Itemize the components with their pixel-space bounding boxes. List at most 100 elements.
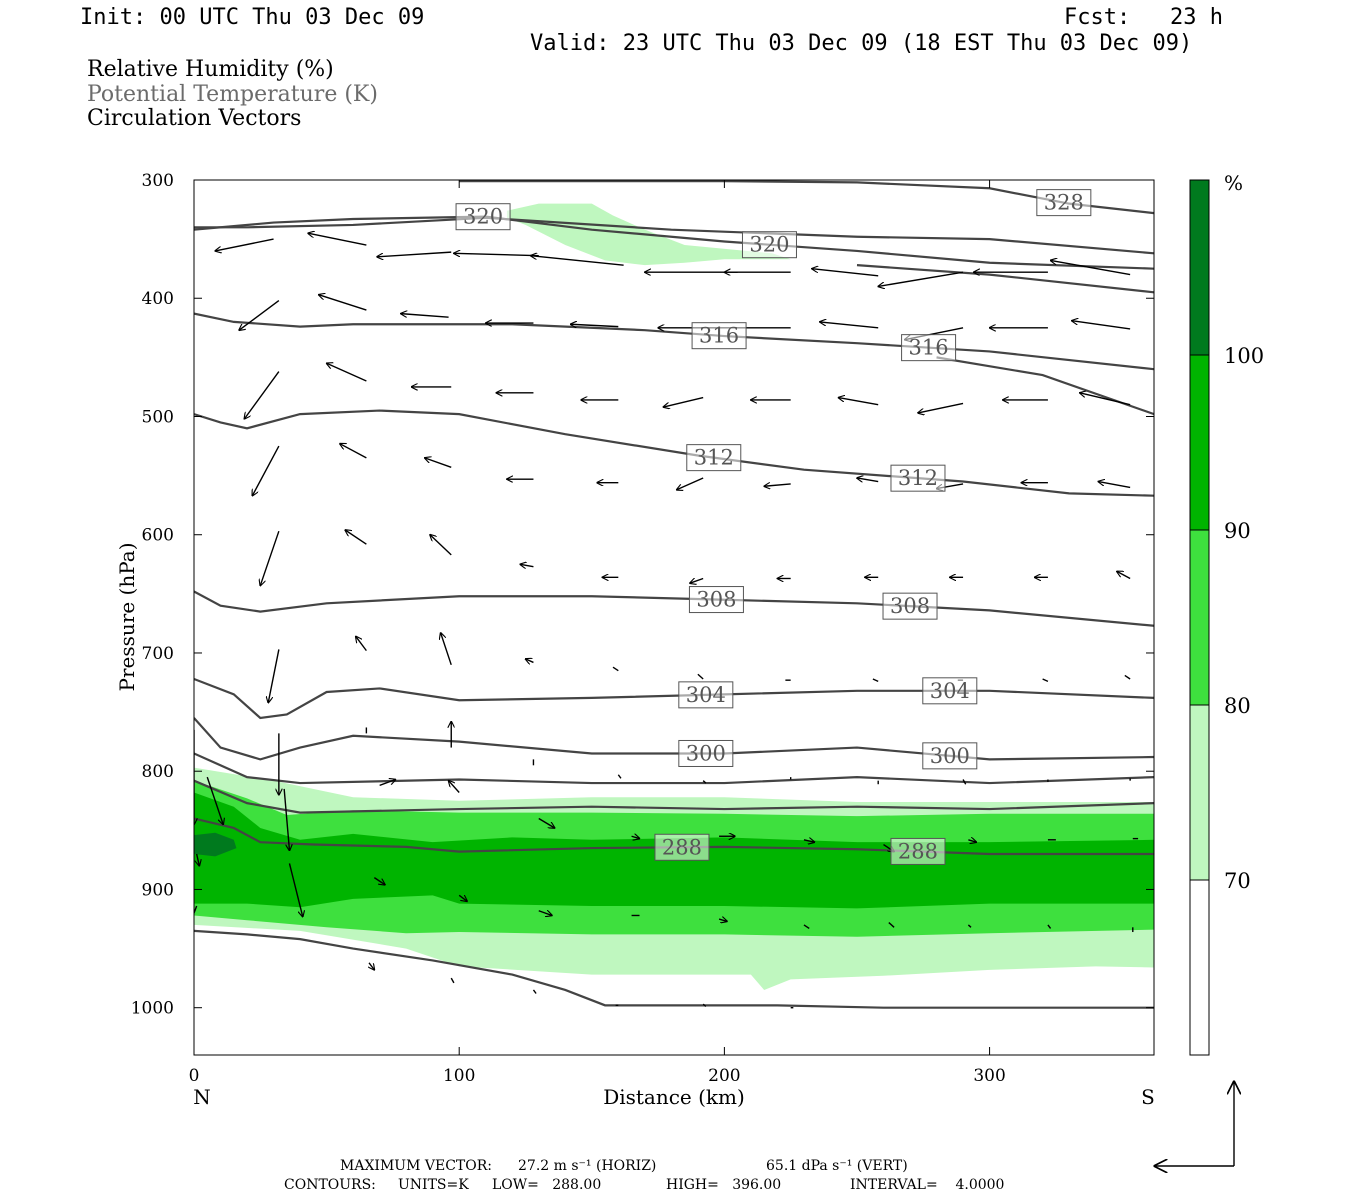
circulation-vector-44 [345,530,367,545]
axes: 300 400 500 600 700 800 900 1000 0 100 200 300 [131,171,1154,1086]
circulation-vector-59 [697,673,704,680]
circulation-vector-58 [612,666,619,672]
contour-label-text-312: 312 [694,446,734,470]
contour-label-text-288: 288 [662,835,702,859]
contours-interval: INTERVAL= 4.0000 [850,1177,1005,1193]
contour-label-300-15: 300 [922,742,978,770]
circulation-vector-0 [215,238,274,251]
circulation-vector-28 [838,398,879,406]
contour-label-304-12: 304 [678,681,734,709]
vector-key [1155,1082,1234,1166]
valid-time: Valid: 23 UTC Thu 03 Dec 09 (18 EST Thu … [530,31,1193,56]
theta-contour-318-4 [856,264,1154,294]
circulation-vector-26 [663,396,704,407]
contours-label: CONTOURS: [284,1177,376,1193]
circulation-vector-43 [260,530,280,585]
circulation-vector-55 [356,636,367,652]
circulation-vector-99 [1047,924,1052,929]
colorbar-tick-70: 70 [1224,869,1251,893]
circulation-vector-48 [690,578,704,583]
contours-high: HIGH= 396.00 [666,1177,782,1193]
colorbar-band-100 [1189,179,1210,356]
circulation-vector-93 [538,911,552,916]
contour-label-text-316: 316 [699,324,739,348]
contour-label-text-320: 320 [749,233,789,257]
y-tick-label-900: 900 [142,880,174,900]
contour-label-text-316: 316 [909,336,949,360]
y-tick-label-600: 600 [142,526,174,546]
circulation-vector-39 [857,478,879,482]
circulation-vector-81 [538,817,555,828]
circulation-vector-95 [718,919,727,921]
theta-contour-320-2 [194,215,1154,270]
circulation-vector-45 [430,535,452,556]
contour-label-text-288: 288 [898,839,938,863]
contour-labels: 328 320 320 316 316 312 312 308 308 304 304 300 300 2… [455,189,1092,865]
y-axis-title: Pressure (hPa) [115,543,139,692]
contour-label-312-9: 312 [890,464,946,492]
circulation-vector-80 [449,781,460,793]
circulation-vector-2 [377,251,452,257]
colorbar-band-60 [1189,879,1210,1056]
circulation-vector-20 [1072,321,1131,330]
max-vector-horiz: 27.2 m s⁻¹ (HORIZ) [518,1158,657,1174]
contour-label-text-308: 308 [890,594,930,618]
contour-label-text-300: 300 [686,741,726,765]
circulation-vector-96 [803,924,810,930]
circulation-vector-106 [702,1003,707,1008]
max-vector-vert: 65.1 dPa s⁻¹ (VERT) [766,1158,908,1174]
north-label: N [193,1085,211,1109]
contour-label-text-312: 312 [898,466,938,490]
contour-label-288-18: 288 [654,833,710,861]
circulation-vector-4 [531,256,624,266]
circulation-vector-61 [872,678,879,682]
x-tick-label-200: 200 [708,1066,740,1086]
circulation-vector-10 [1051,260,1131,276]
rh-band-100-3 [194,832,237,857]
contours-units: UNITS=K [398,1177,469,1193]
circulation-vector-78 [283,788,289,850]
contour-label-316-6: 316 [901,334,957,362]
circulation-vector-32 [252,445,280,496]
init-time: Init: 00 UTC Thu 03 Dec 09 [80,5,425,30]
circulation-vector-84 [803,840,815,842]
circulation-vector-86 [968,840,976,842]
circulation-vector-79 [379,779,396,787]
circulation-vector-73 [962,779,967,785]
circulation-vector-22 [327,363,367,382]
circulation-vector-8 [878,271,964,286]
colorbar-band-90 [1189,354,1210,531]
circulation-vector-89 [197,853,200,866]
circulation-vector-38 [764,484,791,486]
circulation-vector-103 [450,977,455,984]
contour-label-320-2: 320 [741,231,797,259]
humidity-shading [194,203,1154,990]
theta-contour-296-16 [194,752,1154,785]
circulation-vector-13 [401,314,449,318]
circulation-vector-17 [820,322,879,329]
colorbar-tick-100: 100 [1224,344,1264,368]
colorbar-band-70 [1189,704,1210,881]
contour-label-316-5: 316 [691,322,747,350]
contour-label-328-0: 328 [1036,189,1092,217]
circulation-vector-33 [340,444,367,459]
circulation-vector-3 [454,253,539,255]
theta-contour-292-17 [194,779,1154,814]
x-tick-label-100: 100 [443,1066,475,1086]
legend-relative-humidity: Relative Humidity (%) [87,57,334,82]
contour-label-308-10: 308 [688,586,744,614]
contour-label-288-19: 288 [890,837,946,865]
circulation-vector-7 [812,269,879,277]
circulation-vector-70 [702,780,707,784]
contour-label-308-11: 308 [882,592,938,620]
circulation-vector-12 [319,295,367,311]
circulation-vector-69 [617,774,622,779]
y-tick-label-800: 800 [142,762,174,782]
x-axis-title: Distance (km) [603,1085,745,1109]
contour-label-text-300: 300 [930,744,970,768]
circulation-vector-97 [888,922,895,928]
colorbar-tick-80: 80 [1224,694,1251,718]
y-tick-label-300: 300 [142,171,174,191]
y-tick-label-1000: 1000 [131,999,174,1019]
